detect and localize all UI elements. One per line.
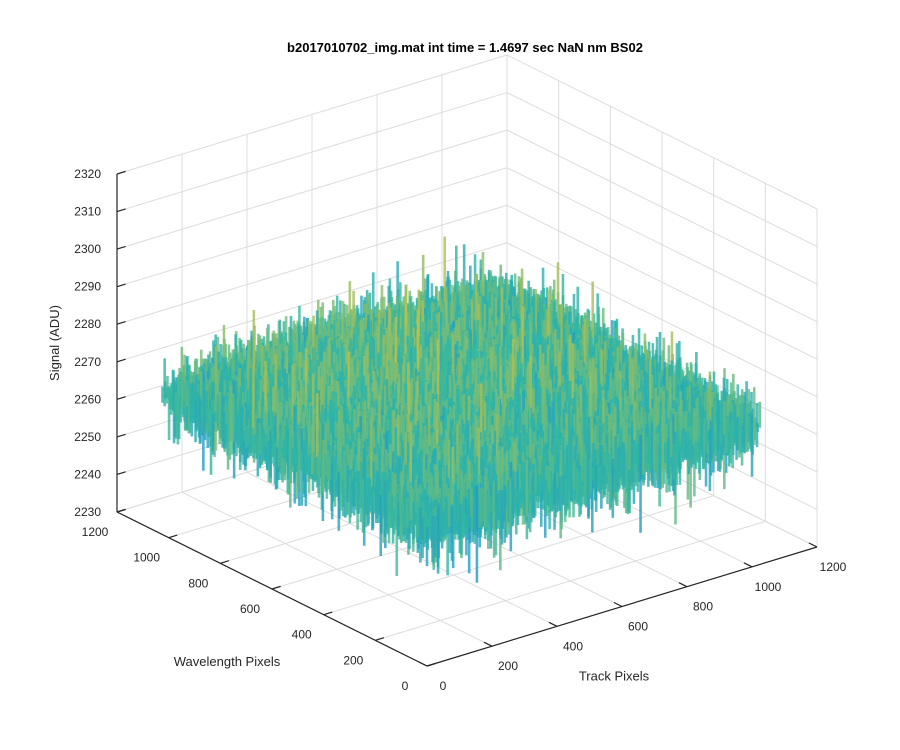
floor-grid-line	[375, 520, 766, 641]
back-wall-grid-line	[116, 54, 508, 175]
floor-grid-line	[323, 495, 714, 616]
back-wall-grid-line	[116, 204, 508, 325]
side-wall-grid-line	[506, 92, 818, 248]
side-wall-grid-line	[506, 204, 818, 360]
back-wall-grid-line	[116, 92, 508, 213]
chart-title: b2017010702_img.mat int time = 1.4697 se…	[287, 40, 643, 55]
back-wall-grid-line	[116, 167, 508, 288]
side-wall-grid-line	[506, 167, 818, 323]
surface	[161, 236, 762, 583]
back-wall-grid-line	[116, 242, 508, 363]
side-wall-grid-line	[506, 129, 818, 285]
back-wall-grid-line	[116, 129, 508, 250]
side-wall-grid-line	[506, 54, 818, 210]
